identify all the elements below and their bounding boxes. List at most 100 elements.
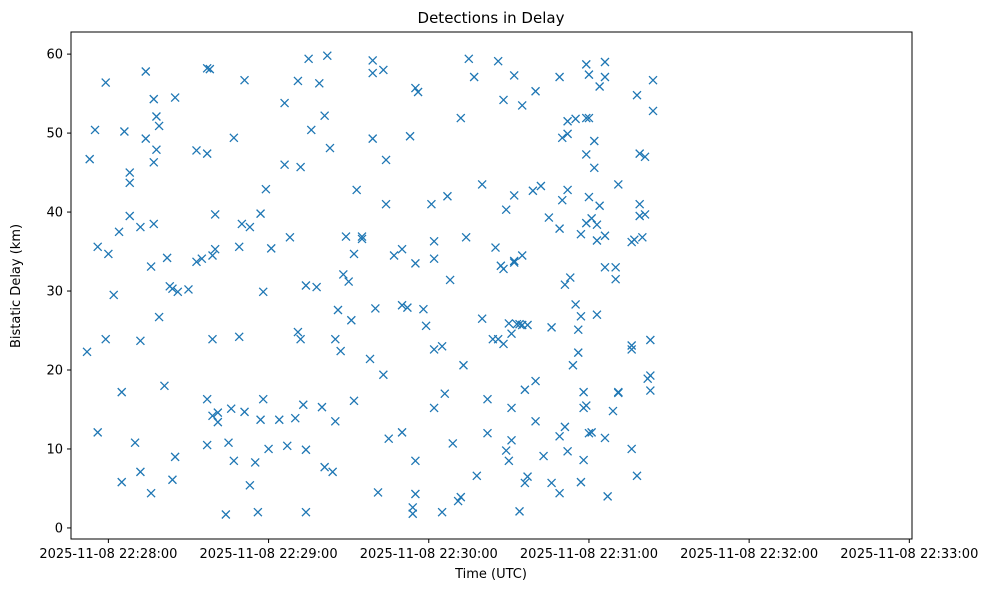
data-point (338, 269, 348, 279)
data-point (410, 83, 420, 93)
data-point (645, 371, 655, 380)
data-point (507, 329, 516, 339)
x-tick-label: 2025-11-08 22:31:00 (520, 547, 658, 562)
data-point (344, 277, 354, 287)
data-point (253, 507, 263, 517)
data-point (234, 332, 244, 342)
data-point (256, 209, 266, 219)
data-point (640, 152, 650, 162)
data-point (237, 219, 247, 229)
data-point (349, 396, 359, 406)
data-point (101, 78, 111, 88)
data-point (125, 168, 135, 178)
x-tick-label: 2025-11-08 22:28:00 (39, 547, 177, 562)
data-point (258, 287, 268, 297)
data-point (202, 394, 212, 404)
data-point (576, 229, 586, 239)
data-point (130, 438, 140, 448)
data-point (322, 51, 332, 61)
data-point (328, 467, 338, 477)
data-point (595, 82, 605, 91)
data-point (250, 457, 260, 467)
data-point (645, 386, 655, 395)
data-point (445, 275, 455, 285)
data-point (648, 75, 658, 85)
data-point (167, 475, 177, 485)
data-point (565, 273, 575, 283)
x-axis-label: Time (UTC) (454, 567, 527, 582)
data-point (229, 456, 239, 466)
data-point (635, 211, 645, 221)
data-point (442, 191, 452, 201)
data-point (208, 334, 217, 344)
data-point (635, 199, 645, 209)
data-point (563, 129, 573, 139)
data-point (208, 411, 217, 421)
data-point (357, 234, 367, 244)
data-point (571, 114, 581, 124)
data-point (592, 310, 602, 320)
data-point (584, 428, 594, 438)
data-point (520, 385, 530, 395)
data-point (504, 456, 514, 466)
data-point (413, 87, 423, 97)
data-point (349, 249, 359, 259)
data-point (149, 94, 159, 104)
data-point (563, 116, 573, 126)
data-point (603, 491, 613, 501)
data-point (256, 415, 266, 425)
data-point (245, 222, 255, 232)
data-point (499, 264, 508, 274)
data-point (314, 78, 324, 88)
data-point (571, 299, 581, 309)
data-point (373, 487, 383, 497)
data-point (317, 402, 327, 412)
data-point (584, 70, 594, 80)
data-point (576, 477, 586, 487)
y-tick-label: 30 (46, 285, 63, 300)
data-point (469, 72, 479, 82)
y-tick-label: 0 (55, 521, 63, 536)
data-point (146, 262, 156, 272)
data-point (509, 256, 519, 266)
data-point (418, 304, 428, 314)
data-point (378, 370, 388, 380)
data-point (632, 471, 642, 481)
data-point (202, 63, 212, 73)
data-point (298, 400, 308, 410)
data-point (539, 451, 549, 461)
data-point (600, 231, 610, 241)
data-point (573, 325, 583, 335)
data-point (600, 57, 610, 67)
data-point (397, 427, 407, 437)
data-point (581, 113, 591, 123)
data-point (581, 59, 591, 69)
data-point (611, 262, 621, 272)
data-point (507, 435, 516, 445)
x-tick-label: 2025-11-08 22:29:00 (200, 547, 338, 562)
data-point (325, 143, 335, 153)
data-point (370, 303, 380, 313)
data-point (167, 284, 177, 294)
data-point (437, 507, 447, 517)
data-point (437, 341, 447, 351)
data-point (146, 488, 156, 498)
data-point (234, 242, 244, 252)
data-point (547, 478, 557, 488)
x-tick-label: 2025-11-08 22:32:00 (680, 547, 818, 562)
data-point (613, 388, 623, 398)
data-point (93, 427, 103, 437)
data-point (117, 387, 127, 397)
data-point (378, 65, 388, 75)
data-point (90, 125, 100, 135)
data-point (170, 452, 180, 462)
data-point (384, 434, 394, 444)
data-point (213, 417, 223, 427)
data-point (410, 258, 420, 268)
data-point (645, 335, 655, 345)
x-tick-label: 2025-11-08 22:30:00 (360, 547, 498, 562)
chart-title: Detections in Delay (418, 9, 565, 27)
data-point (293, 327, 303, 337)
data-point (576, 311, 586, 321)
data-point (587, 427, 597, 437)
